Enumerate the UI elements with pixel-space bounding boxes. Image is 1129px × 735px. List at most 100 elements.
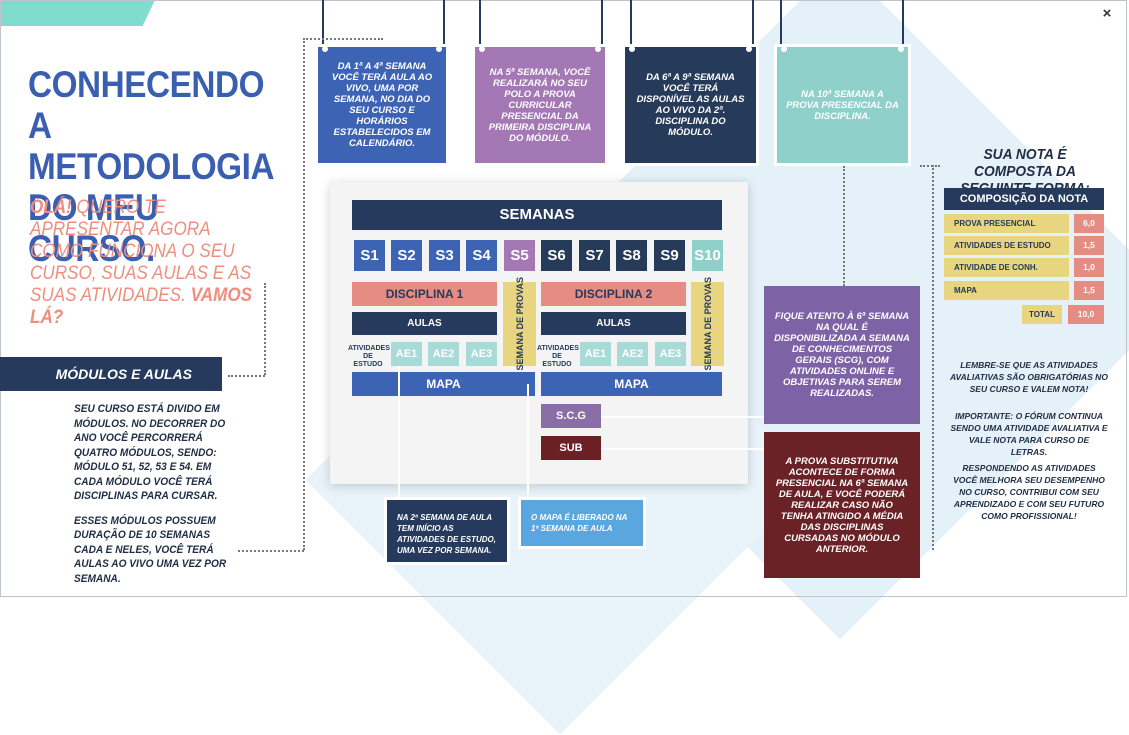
info-box-weeks-6-9: DA 6ª A 9ª SEMANA VOCÊ TERÁ DISPONÍVEL A… <box>622 44 759 166</box>
nota-row-label: MAPA <box>944 281 1069 300</box>
modulos-heading: MÓDULOS E AULAS <box>0 357 222 391</box>
sub-callout: A PROVA SUBSTITUTIVA ACONTECE DE FORMA P… <box>764 432 920 578</box>
modulos-paragraph-1: SEU CURSO ESTÁ DIVIDO EM MÓDULOS. NO DEC… <box>74 403 226 502</box>
connector-line <box>398 366 400 497</box>
disciplina-2: DISCIPLINA 2 <box>541 282 686 306</box>
connector-line <box>322 0 324 44</box>
dot-icon <box>629 46 635 52</box>
dot-icon <box>781 46 787 52</box>
ae1-box: AE1 <box>580 342 611 366</box>
semana-provas-1: SEMANA DE PROVAS <box>503 277 536 371</box>
week-s5: S5 <box>504 240 535 271</box>
dotted-connector <box>920 165 940 167</box>
nota-row-value: 1,5 <box>1074 281 1104 300</box>
week-s7: S7 <box>579 240 610 271</box>
aulas-bar-1: AULAS <box>352 312 497 335</box>
connector-line <box>479 0 481 44</box>
info-box-week-5: NA 5ª SEMANA, VOCÊ REALIZARÁ NO SEU POLO… <box>472 44 608 166</box>
intro-lead: OLÁ! <box>30 197 72 218</box>
dot-icon <box>322 46 328 52</box>
connector-line <box>780 0 782 44</box>
nota-row-value: 1,5 <box>1074 236 1104 255</box>
dotted-connector <box>238 550 304 552</box>
dot-icon <box>436 46 442 52</box>
close-button[interactable]: × <box>1102 5 1112 22</box>
aulas-bar-2: AULAS <box>541 312 686 335</box>
week-s4: S4 <box>466 240 497 271</box>
intro-body: QUERO TE APRESENTAR AGORA COMO FUNCIONA … <box>30 197 252 306</box>
ae1-box: AE1 <box>391 342 422 366</box>
semanas-header: SEMANAS <box>352 200 722 230</box>
dotted-connector <box>303 38 383 40</box>
nota-row: MAPA 1,5 <box>944 281 1104 300</box>
ae2-box: AE2 <box>428 342 459 366</box>
ae3-box: AE3 <box>655 342 686 366</box>
dotted-connector <box>264 283 266 375</box>
semana-provas-label: SEMANA DE PROVAS <box>702 277 713 371</box>
nota-row-value: 6,0 <box>1074 214 1104 233</box>
nota-total-value: 10,0 <box>1068 305 1104 324</box>
nota-row: ATIVIDADE DE CONH. GERAIS 1,0 <box>944 258 1104 291</box>
mapa-callout: O MAPA É LIBERADO NA 1ª SEMANA DE AULA <box>518 497 646 549</box>
info-box-text: DA 6ª A 9ª SEMANA VOCÊ TERÁ DISPONÍVEL A… <box>636 72 745 138</box>
modulos-paragraph-2: ESSES MÓDULOS POSSUEM DURAÇÃO DE 10 SEMA… <box>74 514 227 585</box>
modulos-text: SEU CURSO ESTÁ DIVIDO EM MÓDULOS. NO DEC… <box>74 402 230 586</box>
semana-provas-label: SEMANA DE PROVAS <box>514 277 525 371</box>
scg-box: S.C.G <box>541 404 601 428</box>
window-frame <box>0 0 1127 597</box>
nota-row-label: ATIVIDADE DE CONH. GERAIS <box>944 258 1069 291</box>
connector-line <box>601 448 764 450</box>
nota-row-label: ATIVIDADES DE ESTUDO <box>944 236 1069 255</box>
nota-row: PROVA PRESENCIAL 6,0 <box>944 214 1104 233</box>
connector-line <box>443 0 445 44</box>
week-s3: S3 <box>429 240 460 271</box>
nota-title: SUA NOTA É COMPOSTA DA SEGUINTE FORMA: <box>960 146 1090 197</box>
week-s8: S8 <box>616 240 647 271</box>
sub-box: SUB <box>541 436 601 460</box>
nota-total-label: TOTAL <box>1022 305 1062 324</box>
week-s1: S1 <box>354 240 385 271</box>
connector-line <box>902 0 904 44</box>
nota-table-header: COMPOSIÇÃO DA NOTA <box>944 188 1104 210</box>
dotted-connector <box>228 375 265 377</box>
semana-provas-2: SEMANA DE PROVAS <box>691 277 724 371</box>
disciplina-1: DISCIPLINA 1 <box>352 282 497 306</box>
connector-line <box>752 0 754 44</box>
dot-icon <box>595 46 601 52</box>
dotted-connector <box>843 166 845 286</box>
nota-row: ATIVIDADES DE ESTUDO 1,5 <box>944 236 1104 255</box>
ae3-box: AE3 <box>466 342 497 366</box>
intro-tail: VAMOS LÁ? <box>30 285 253 328</box>
info-box-text: NA 5ª SEMANA, VOCÊ REALIZARÁ NO SEU POLO… <box>488 66 592 144</box>
nota-row-value: 1,0 <box>1074 258 1104 277</box>
corner-decoration <box>0 0 155 26</box>
connector-line <box>601 0 603 44</box>
note-text: RESPONDENDO AS ATIVIDADES VOCÊ MELHORA S… <box>953 463 1105 521</box>
ae2-box: AE2 <box>617 342 648 366</box>
week-s6: S6 <box>541 240 572 271</box>
connector-line <box>630 0 632 44</box>
info-box-week-10: NA 10ª SEMANA A PROVA PRESENCIAL DA DISC… <box>774 44 911 166</box>
ae-callout: NA 2ª SEMANA DE AULA TEM INÍCIO AS ATIVI… <box>384 497 510 565</box>
mapa-bar-2: MAPA <box>541 372 722 396</box>
dot-icon <box>898 46 904 52</box>
dotted-connector <box>303 38 305 550</box>
week-s9: S9 <box>654 240 685 271</box>
mapa-bar-1: MAPA <box>352 372 535 396</box>
week-s10: S10 <box>692 240 723 271</box>
info-box-text: NA 10ª SEMANA A PROVA PRESENCIAL DA DISC… <box>786 88 899 122</box>
info-box-weeks-1-4: DA 1ª A 4ª SEMANA VOCÊ TERÁ AULA AO VIVO… <box>315 44 449 166</box>
connector-line <box>527 384 529 499</box>
dot-icon <box>479 46 485 52</box>
intro-text: OLÁ! QUERO TE APRESENTAR AGORA COMO FUNC… <box>30 197 255 329</box>
dot-icon <box>746 46 752 52</box>
scg-callout: FIQUE ATENTO À 6ª SEMANA NA QUAL É DISPO… <box>764 286 920 424</box>
nota-row-label: PROVA PRESENCIAL <box>944 214 1069 233</box>
atividades-label: ATIVIDADES DE ESTUDO <box>537 345 579 368</box>
note-text: LEMBRE-SE QUE AS ATIVIDADES AVALIATIVAS … <box>950 360 1108 394</box>
connector-line <box>601 416 764 418</box>
dotted-connector <box>932 165 934 550</box>
page-title: CONHECENDO A METODOLOGIA DO MEU CURSO. <box>28 64 273 269</box>
week-s2: S2 <box>391 240 422 271</box>
atividades-label: ATIVIDADES DE ESTUDO <box>348 345 390 368</box>
